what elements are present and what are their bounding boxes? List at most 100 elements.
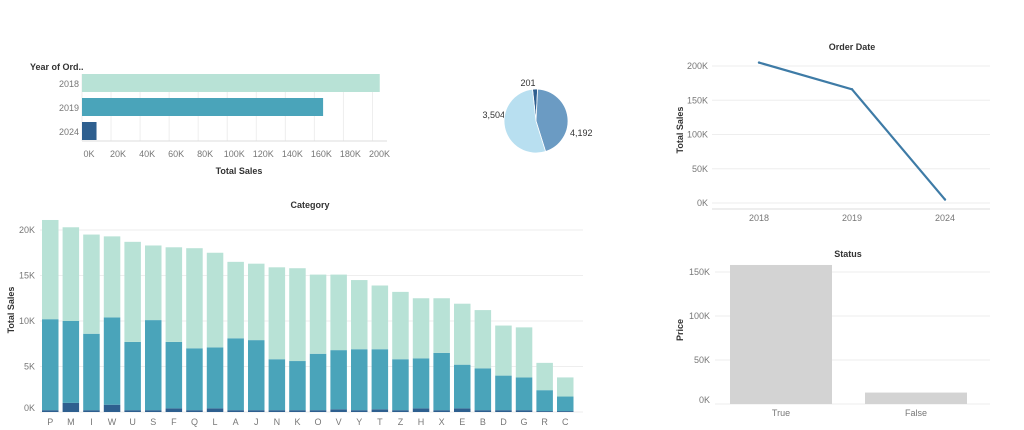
- stacked-bar-segment: [557, 396, 574, 412]
- x-tick-label: L: [213, 417, 218, 427]
- x-tick-label: 80K: [197, 149, 213, 159]
- stacked-bar-segment: [165, 247, 183, 342]
- y-tick-label: 2018: [59, 79, 79, 89]
- stacked-bar-segment: [145, 245, 162, 321]
- x-tick-label: D: [500, 417, 507, 427]
- y-tick-label: 200K: [687, 61, 708, 71]
- stacked-bar-segment: [42, 319, 59, 411]
- stacked-bar-segment: [433, 298, 450, 353]
- stacked-bar-segment: [454, 364, 471, 409]
- y-tick-label: 5K: [24, 362, 35, 372]
- stacked-bar-segment: [536, 362, 553, 391]
- stacked-bar-segment: [351, 280, 368, 350]
- x-tick-label: 2018: [749, 213, 769, 223]
- x-tick-label: T: [377, 417, 383, 427]
- y-tick-label: 0K: [697, 198, 708, 208]
- stacked-bar-segment: [145, 320, 162, 411]
- line-point: [757, 61, 761, 64]
- stacked-bar-segment: [165, 408, 183, 412]
- stacked-bar-segment: [392, 291, 409, 360]
- stacked-bar-segment: [62, 402, 80, 412]
- stacked-bar-segment: [268, 359, 286, 411]
- x-tick-label: J: [254, 417, 259, 427]
- stacked-bar-segment: [309, 353, 327, 411]
- x-tick-label: P: [47, 417, 53, 427]
- x-tick-label: X: [439, 417, 445, 427]
- stacked-bar-segment: [309, 410, 327, 412]
- line-point: [943, 198, 947, 201]
- stacked-bar-segment: [412, 408, 430, 412]
- line-point: [850, 88, 854, 91]
- stacked-bar-segment: [536, 411, 553, 412]
- bar: [730, 264, 832, 404]
- y-axis-title: Total Sales: [6, 287, 16, 334]
- x-tick-label: 40K: [139, 149, 155, 159]
- stacked-bar-segment: [268, 410, 286, 412]
- x-tick-label: S: [150, 417, 156, 427]
- y-tick-label: 150K: [687, 95, 708, 105]
- pie-slice: [535, 88, 569, 153]
- y-tick-label: 0K: [24, 403, 35, 413]
- x-tick-label: 160K: [311, 149, 332, 159]
- stacked-bar-segment: [351, 410, 368, 412]
- stacked-bar-segment: [186, 248, 203, 349]
- x-tick-label: Y: [356, 417, 362, 427]
- stacked-bar-segment: [103, 236, 121, 318]
- bar: [82, 122, 97, 140]
- x-tick-label: E: [459, 417, 465, 427]
- stacked-bar-segment: [495, 325, 512, 376]
- bar: [865, 392, 967, 404]
- stacked-bar-segment: [392, 359, 409, 411]
- y-tick-label: 50K: [692, 164, 708, 174]
- stacked-bar-segment: [392, 410, 409, 412]
- stacked-bar-segment: [536, 390, 553, 412]
- stacked-bar-segment: [103, 404, 121, 412]
- y-axis-title: Price: [675, 319, 685, 341]
- x-tick-label: Q: [191, 417, 198, 427]
- stacked-bar-segment: [248, 340, 265, 411]
- stacked-bar-segment: [227, 338, 244, 411]
- y-tick-label: 50K: [694, 355, 710, 365]
- pie-slice: [503, 88, 547, 154]
- x-tick-label: 20K: [110, 149, 126, 159]
- stacked-bar-segment: [433, 410, 450, 412]
- pie-label: 201: [520, 78, 535, 88]
- chart-title: Category: [290, 200, 329, 210]
- series-line: [758, 61, 946, 201]
- bar: [82, 74, 380, 92]
- x-tick-label: True: [772, 408, 790, 418]
- x-tick-label: G: [521, 417, 528, 427]
- x-tick-label: 200K: [369, 149, 390, 159]
- stacked-bar-segment: [515, 327, 533, 378]
- stacked-bar-segment: [206, 347, 224, 409]
- x-tick-label: F: [171, 417, 177, 427]
- stacked-bar-segment: [412, 358, 430, 409]
- stacked-bar-segment: [330, 350, 347, 410]
- chart-title: Order Date: [829, 42, 876, 52]
- stacked-bar-segment: [206, 252, 224, 348]
- x-tick-label: I: [90, 417, 93, 427]
- stacked-bar-segment: [227, 410, 244, 412]
- y-tick-label: 100K: [687, 130, 708, 140]
- x-tick-label: K: [294, 417, 300, 427]
- stacked-bar-segment: [83, 333, 100, 411]
- stacked-bar-segment: [124, 241, 141, 342]
- stacked-bar-segment: [289, 268, 306, 362]
- pie-label: 3,504: [482, 110, 505, 120]
- chart-title: Status: [834, 249, 862, 259]
- x-tick-label: 0K: [83, 149, 94, 159]
- y-tick-label: 20K: [19, 225, 35, 235]
- stacked-bar-segment: [412, 298, 430, 359]
- stacked-bar-segment: [83, 234, 100, 334]
- stacked-bar-segment: [495, 410, 512, 412]
- x-tick-label: 140K: [282, 149, 303, 159]
- stacked-bar-segment: [351, 349, 368, 411]
- x-tick-label: 180K: [340, 149, 361, 159]
- stacked-bar-segment: [371, 285, 389, 350]
- x-tick-label: U: [129, 417, 136, 427]
- stacked-bar-segment: [495, 375, 512, 411]
- stacked-bar-segment: [268, 267, 286, 360]
- x-tick-label: R: [541, 417, 548, 427]
- stacked-bar-segment: [248, 263, 265, 341]
- y-axis-title: Year of Ord..: [30, 62, 84, 72]
